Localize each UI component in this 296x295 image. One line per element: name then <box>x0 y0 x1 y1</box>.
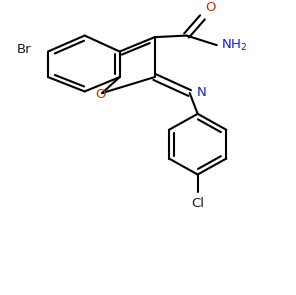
Text: Cl: Cl <box>191 197 204 210</box>
Text: NH$_2$: NH$_2$ <box>221 37 247 53</box>
Text: Br: Br <box>17 43 32 56</box>
Text: N: N <box>197 86 206 99</box>
Text: O: O <box>95 88 106 101</box>
Text: O: O <box>205 1 215 14</box>
